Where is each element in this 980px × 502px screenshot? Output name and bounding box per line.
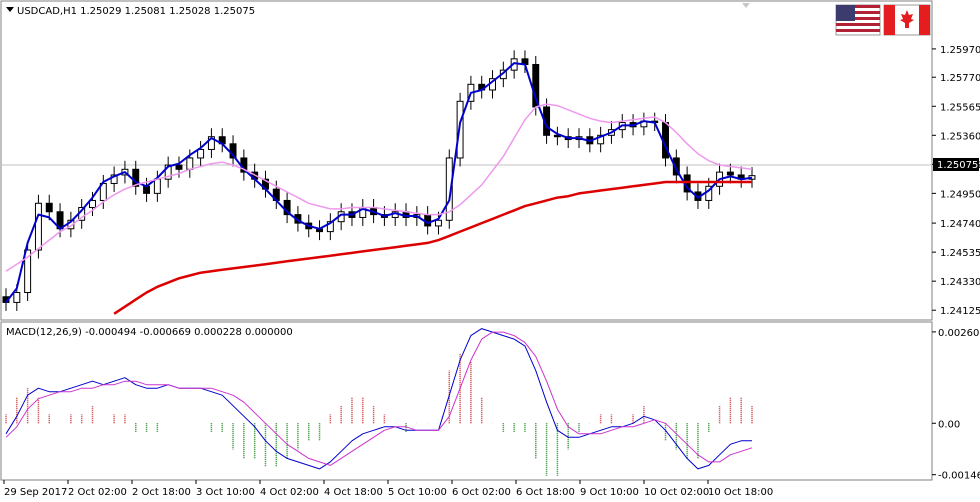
price-tick-label: 1.24535: [940, 248, 980, 259]
candle: [132, 160, 140, 195]
candle: [597, 126, 605, 153]
us-flag-icon: [835, 4, 881, 36]
price-tick-label: 1.25360: [940, 131, 980, 142]
time-tick-label: 4 Oct 18:00: [324, 487, 383, 498]
price-tick-label: 1.25970: [940, 45, 980, 56]
time-tick-label: 6 Oct 18:00: [516, 487, 575, 498]
candle: [672, 149, 680, 184]
macd-panel-frame: [0, 321, 933, 481]
current-price-tag: [933, 158, 979, 171]
candle: [45, 194, 53, 221]
chart-title: USDCAD,H1 1.25029 1.25081 1.25028 1.2507…: [17, 6, 255, 17]
time-tick-label: 5 Oct 10:00: [388, 487, 447, 498]
macd-series-layer: [5, 328, 753, 476]
candle: [110, 166, 118, 192]
time-tick-label: 9 Oct 10:00: [580, 487, 639, 498]
symbol-dropdown-icon[interactable]: [6, 7, 14, 12]
candle: [197, 140, 205, 167]
time-tick-label: 29 Sep 2017: [4, 487, 67, 498]
candle: [207, 128, 215, 158]
price-series-layer: [2, 50, 756, 315]
canada-flag-icon: [883, 4, 931, 36]
time-tick-label: 2 Oct 02:00: [68, 487, 127, 498]
ma-long-line: [113, 180, 752, 315]
price-axis: 1.259701.257701.255651.253601.251551.249…: [932, 45, 980, 317]
macd-tick-label: -0.001465: [938, 471, 980, 482]
macd-title: MACD(12,26,9) -0.000494 -0.000669 0.0002…: [6, 327, 293, 338]
candle: [445, 149, 453, 229]
macd-tick-label: 0.00: [938, 419, 960, 430]
price-tick-label: 1.24125: [940, 306, 980, 317]
ma-fast-line: [5, 62, 753, 304]
time-tick-label: 10 Oct 18:00: [708, 487, 773, 498]
price-panel-frame: [0, 0, 933, 321]
macd-axis: 0.002605 0.00 -0.001465: [932, 328, 980, 482]
ma-slow-line: [5, 103, 753, 272]
time-axis: 29 Sep 2017 2 Oct 02:00 2 Oct 18:00 3 Oct 1…: [3, 480, 773, 498]
signal-line: [5, 331, 753, 466]
scroll-marker-icon[interactable]: [742, 3, 750, 8]
candle: [434, 211, 442, 235]
candle: [24, 241, 32, 302]
price-tick-label: 1.24740: [940, 219, 980, 230]
current-price-label: 1.25075: [937, 160, 978, 171]
time-tick-label: 4 Oct 02:00: [260, 487, 319, 498]
time-tick-label: 2 Oct 18:00: [132, 487, 191, 498]
candle: [164, 156, 172, 188]
price-tick-label: 1.25770: [940, 73, 980, 84]
time-tick-label: 6 Oct 02:00: [452, 487, 511, 498]
time-tick-label: 10 Oct 02:00: [644, 487, 709, 498]
time-tick-label: 3 Oct 10:00: [196, 487, 255, 498]
price-tick-label: 1.24950: [940, 189, 980, 200]
candle: [326, 213, 334, 241]
price-tick-label: 1.24330: [940, 277, 980, 288]
macd-tick-label: 0.002605: [938, 328, 980, 339]
price-tick-label: 1.25565: [940, 102, 980, 113]
